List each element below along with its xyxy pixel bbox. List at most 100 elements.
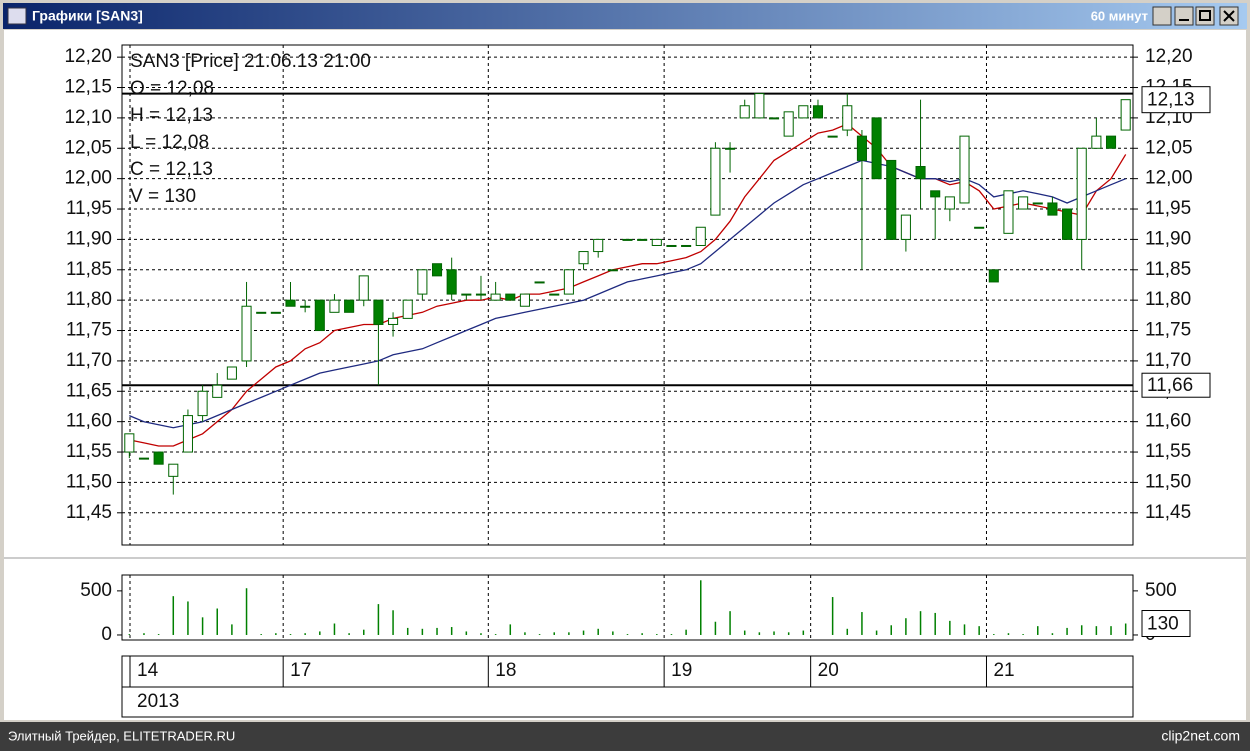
info-line: C = 12,13 [130,159,213,180]
candle-body [431,263,443,277]
icon [1199,10,1211,21]
candle-body [827,135,838,138]
volume-bar [1007,633,1010,635]
volume-bar [1037,626,1039,635]
y-tick-label: 11,50 [66,471,112,492]
candle-body [329,299,340,313]
volume-bar [568,632,570,635]
y-tick-label: 12,05 [64,137,112,158]
y-tick-label: 12,20 [64,46,112,67]
volume-bar [802,630,805,635]
candle-body [461,293,472,296]
y-tick-label-right: 11,75 [1145,320,1191,341]
x-tick-label: 18 [495,660,516,681]
candle-body [754,93,765,119]
candle-body [344,299,355,313]
candle-body [798,105,809,119]
volume-bar [670,634,673,635]
candle-body [607,269,618,272]
volume-bar [465,631,468,635]
candle-body [1105,135,1117,149]
candle-body [270,311,281,314]
volume-bar [436,627,438,635]
volume-bar [1110,626,1112,635]
y-tick-label-right: 11,90 [1145,228,1191,249]
volume-bar [201,617,204,635]
candle-body [695,226,706,246]
candle-body [768,117,780,120]
volume-bar [216,608,218,635]
volume-bar [553,632,555,635]
candle-body [490,293,501,301]
candle-body [871,117,882,180]
candle-body [519,293,530,307]
price-panel [121,44,1134,546]
candle-body [637,238,648,241]
volume-bar [1051,633,1054,635]
candle-body [1032,202,1043,205]
candle-body [783,111,794,137]
volume-bar [861,612,863,635]
volume-bar [626,634,629,635]
y-tick-label-right: 11,45 [1145,502,1191,523]
candle-body [124,433,135,453]
candle-body [314,299,325,332]
info-line: H = 12,13 [130,105,213,126]
volume-bar [1080,625,1083,635]
y-tick-label: 12,00 [64,168,112,189]
volume-bar [245,588,248,635]
volume-bar [348,633,350,635]
volume-bar [890,625,892,635]
volume-bar [406,627,409,635]
y-tick-label-right: 11,80 [1145,289,1191,310]
candle-body [578,251,589,265]
candle-body [856,135,867,161]
volume-bar [949,620,951,635]
y-tick-label: 11,65 [66,380,112,401]
info-line: V = 130 [130,186,196,207]
candle-body [593,238,604,253]
candle-body [549,293,560,296]
candle-body [1062,208,1073,240]
last-price-label: 12,13 [1147,90,1195,111]
candle-body [388,317,399,325]
volume-bar [231,624,233,635]
candle-body [358,275,369,301]
candle-body [373,299,384,325]
volume-bar [758,632,761,635]
year-label: 2013 [137,691,179,712]
y-tick-label: 11,55 [66,441,112,462]
candle-body [300,305,311,308]
volume-bar [480,633,482,635]
candle-body [622,238,633,241]
info-line: SAN3 [Price] 21.06.13 21:00 [130,51,371,72]
x-tick-label: 14 [137,660,159,681]
candle-body [417,269,428,295]
y-tick-label: 11,95 [66,198,112,219]
level-label-box [1141,372,1211,398]
candle-body [226,366,237,380]
candle-body [212,384,223,398]
candle-body [197,390,208,417]
anchor-button[interactable] [1152,6,1172,26]
y-tick-label: 11,75 [66,320,112,341]
candle-body [900,214,911,240]
minimize-button[interactable] [1174,6,1194,26]
candle-body [974,226,985,229]
volume-bar [1022,634,1024,635]
maximize-button[interactable] [1195,6,1215,26]
volume-bar [304,633,306,635]
candle-body [563,269,574,295]
volume-bar [963,624,966,635]
volume-bar [831,597,834,635]
volume-bar [157,634,160,635]
y-tick-label-right: 11,60 [1145,411,1191,432]
volume-bar [685,629,687,635]
candle-body [138,457,150,460]
volume-bar [524,632,526,635]
candle-body [534,281,545,284]
volume-bar [333,623,336,635]
candle-body [1003,190,1014,234]
candle-body [1076,147,1087,240]
